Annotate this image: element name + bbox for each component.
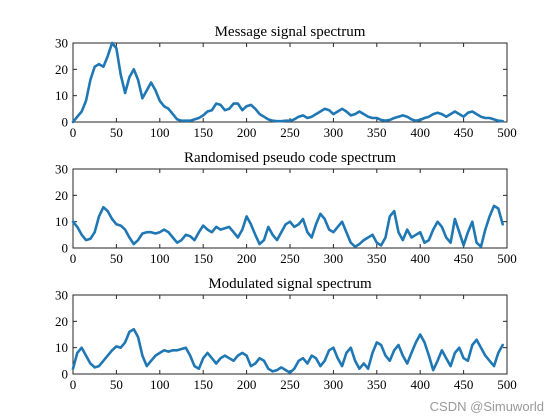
y-tick-label: 20 [55, 62, 68, 77]
x-tick-label: 200 [237, 377, 257, 392]
y-tick-label: 10 [55, 88, 68, 103]
plot-area: 0 50 100 150 200 250 300 350 400 450 500 0 10 20 30 [55, 162, 517, 267]
x-tick-label: 100 [150, 377, 170, 392]
y-tick-label: 0 [62, 367, 69, 382]
series-line [71, 204, 504, 248]
y-tick-label: 0 [62, 241, 69, 256]
x-tick-label: 500 [497, 377, 517, 392]
x-tick-label: 300 [324, 125, 344, 140]
subplot-message-spectrum: Message signal spectrum 0 50 100 150 200 250 3… [55, 24, 517, 140]
y-tick-label: 0 [62, 115, 69, 130]
y-tick-label: 30 [55, 288, 68, 303]
axes-frame [72, 168, 508, 249]
x-tick-label: 200 [237, 125, 257, 140]
plot-area: 0 50 100 150 200 250 300 350 400 450 500 0 10 20 30 [55, 36, 517, 141]
y-tick-label: 20 [55, 314, 68, 329]
x-tick-label: 0 [70, 125, 77, 140]
y-tick-label: 10 [55, 214, 68, 229]
x-tick-label: 150 [193, 251, 213, 266]
plot-area: 0 50 100 150 200 250 300 350 400 450 500 0 10 20 30 [55, 288, 517, 393]
x-tick-label: 250 [280, 251, 300, 266]
watermark-text: CSDN @Simuworld [429, 399, 544, 414]
x-tick-label: 400 [410, 251, 430, 266]
y-tick-label: 30 [55, 36, 68, 51]
x-tick-label: 50 [110, 377, 123, 392]
x-tick-label: 50 [110, 251, 123, 266]
series-line [71, 327, 504, 374]
x-tick-label: 150 [193, 125, 213, 140]
x-tick-label: 250 [280, 125, 300, 140]
x-tick-label: 300 [324, 251, 344, 266]
subplot-title: Modulated signal spectrum [208, 276, 372, 292]
y-tick-label: 30 [55, 162, 68, 177]
x-tick-label: 400 [410, 125, 430, 140]
x-tick-label: 100 [150, 251, 170, 266]
subplot-title: Message signal spectrum [215, 24, 366, 40]
x-tick-label: 350 [367, 125, 387, 140]
x-tick-label: 0 [70, 251, 77, 266]
x-tick-label: 450 [454, 251, 474, 266]
x-tick-label: 400 [410, 377, 430, 392]
x-tick-label: 350 [367, 251, 387, 266]
y-tick-label: 10 [55, 340, 68, 355]
x-tick-label: 200 [237, 251, 257, 266]
x-tick-label: 450 [454, 377, 474, 392]
x-tick-label: 500 [497, 251, 517, 266]
x-tick-label: 250 [280, 377, 300, 392]
x-tick-label: 0 [70, 377, 77, 392]
y-tick-label: 20 [55, 188, 68, 203]
x-tick-label: 150 [193, 377, 213, 392]
series-line [71, 41, 504, 124]
x-tick-label: 300 [324, 377, 344, 392]
x-tick-label: 500 [497, 125, 517, 140]
x-tick-label: 350 [367, 377, 387, 392]
x-tick-label: 100 [150, 125, 170, 140]
subplot-title: Randomised pseudo code spectrum [184, 150, 396, 166]
x-tick-label: 50 [110, 125, 123, 140]
x-tick-label: 450 [454, 125, 474, 140]
subplot-pseudo-code-spectrum: Randomised pseudo code spectrum 0 50 100 15… [55, 150, 517, 266]
subplot-modulated-spectrum: Modulated signal spectrum 0 50 100 150 200 25… [55, 276, 517, 392]
